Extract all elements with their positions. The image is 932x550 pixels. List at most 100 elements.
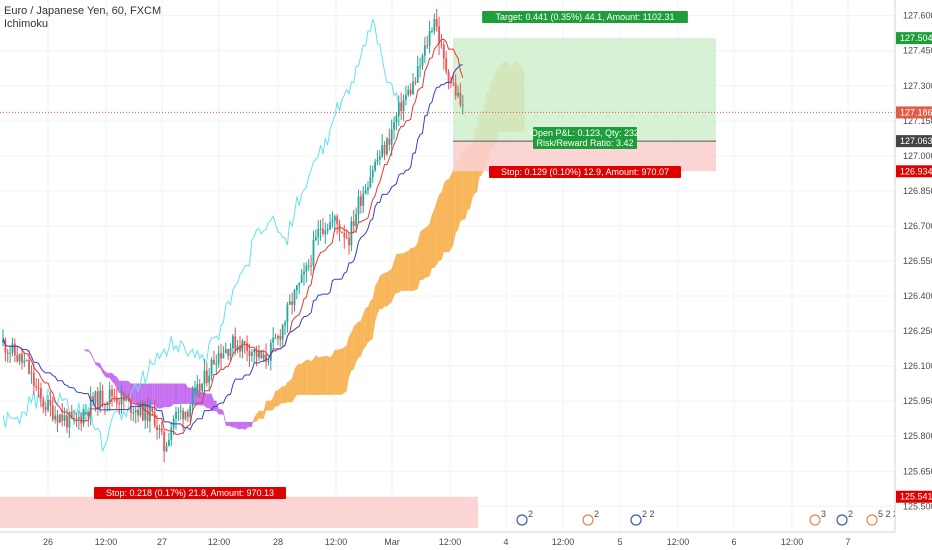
symbol-title[interactable]: Euro / Japanese Yen, 60, FXCM: [4, 5, 162, 17]
economic-event-count: 3: [821, 509, 826, 519]
cloud-segment: [306, 359, 309, 395]
conversion-line: [2, 38, 464, 435]
candle-body: [397, 102, 400, 116]
cloud-segment: [230, 421, 233, 428]
price-tick-label: 125.950: [903, 396, 932, 406]
cloud-segment: [107, 372, 110, 378]
candle-body: [298, 282, 301, 286]
cloud-segment: [294, 365, 297, 399]
cloud-segment: [88, 349, 91, 355]
candle-body: [203, 370, 206, 384]
cloud-segment: [173, 383, 177, 405]
cloud-segment: [100, 363, 103, 373]
economic-event-icon: [516, 514, 528, 526]
candle-body: [414, 81, 417, 83]
cloud-segment: [389, 268, 392, 305]
candle-body: [295, 285, 298, 291]
cloud-segment: [180, 383, 184, 404]
candle-body: [345, 237, 348, 239]
cloud-segment: [204, 392, 207, 409]
cloud-segment: [64, 337, 67, 346]
candle-body: [168, 440, 170, 446]
cloud-segment: [218, 408, 222, 415]
candle-body: [170, 427, 173, 441]
candle-body: [77, 417, 80, 419]
candle-body: [314, 236, 317, 241]
cloud-segment: [102, 368, 105, 377]
cloud-segment: [396, 253, 399, 293]
base-line: [2, 64, 463, 431]
candle-body: [386, 138, 388, 155]
candle-body: [250, 352, 253, 357]
stop-label: Stop: 0.129 (0.10%) 12.9, Amount: 970.07: [501, 167, 669, 177]
candle-body: [440, 43, 443, 45]
cloud-segment: [458, 152, 461, 230]
cloud-segment: [356, 321, 359, 362]
cloud-segment: [256, 410, 259, 422]
economic-event-count: 2 2: [642, 509, 655, 519]
cloud-segment: [244, 421, 248, 431]
candle-body: [92, 396, 94, 403]
cloud-segment: [424, 226, 428, 279]
candle-body: [317, 229, 320, 237]
candle-body: [42, 398, 45, 408]
candle-body: [383, 144, 386, 155]
price-label: 127.063: [900, 136, 932, 146]
candle-body: [390, 129, 393, 145]
cloud-segment: [149, 383, 153, 408]
pnl-label: Open P&L: 0.123, Qty: 232: [531, 128, 639, 138]
candle-body: [281, 325, 284, 340]
candle-body: [139, 402, 142, 416]
candle-body: [156, 425, 158, 430]
candle-body: [165, 445, 168, 452]
cloud-segment: [370, 298, 373, 341]
cloud-segment: [154, 383, 158, 409]
economic-event-icon: [630, 514, 642, 526]
candle-body: [300, 274, 303, 283]
indicator-name[interactable]: Ichimoku: [4, 18, 49, 30]
candle-body: [37, 387, 40, 389]
candle-body: [113, 396, 116, 398]
target-label: Target: 0.441 (0.35%) 44.1, Amount: 1102…: [496, 12, 675, 22]
cloud-segment: [228, 421, 231, 427]
economic-event-icon: [582, 514, 594, 526]
candle-body: [341, 231, 343, 233]
candle-body: [400, 102, 403, 112]
economic-event-count: 2: [594, 509, 599, 519]
target-label-bg: [482, 11, 688, 23]
candle-body: [255, 349, 258, 358]
candle-body: [395, 115, 398, 123]
economic-event-count: 5 2 2: [878, 509, 898, 519]
candle-body: [267, 360, 270, 362]
cloud-segment: [164, 383, 167, 408]
cloud-segment: [95, 362, 98, 367]
cloud-segment: [249, 421, 252, 428]
cloud-segment: [301, 361, 304, 395]
cloud-segment: [367, 300, 371, 343]
cloud-segment: [439, 192, 442, 261]
cloud-segment: [401, 253, 404, 291]
candle-body: [144, 404, 147, 421]
candle-body: [4, 339, 7, 353]
candle-body: [179, 410, 182, 412]
candle-body: [452, 82, 455, 84]
cloud-segment: [66, 345, 70, 346]
candle-body: [426, 45, 429, 47]
candle-body: [288, 301, 291, 305]
candle-body: [376, 159, 379, 162]
price-tick-label: 126.700: [903, 221, 932, 231]
price-tick-label: 126.250: [903, 326, 932, 336]
candle-body: [201, 383, 203, 392]
cloud-segment: [140, 383, 143, 407]
cloud-segment: [443, 179, 447, 253]
cloud-segment: [97, 362, 101, 369]
candle-body: [348, 237, 350, 246]
candle-body: [236, 345, 239, 350]
candle-body: [293, 290, 296, 305]
cloud-segment: [159, 383, 162, 409]
candle-body: [310, 265, 312, 267]
cloud-segment: [178, 383, 181, 405]
candle-body: [122, 393, 125, 401]
